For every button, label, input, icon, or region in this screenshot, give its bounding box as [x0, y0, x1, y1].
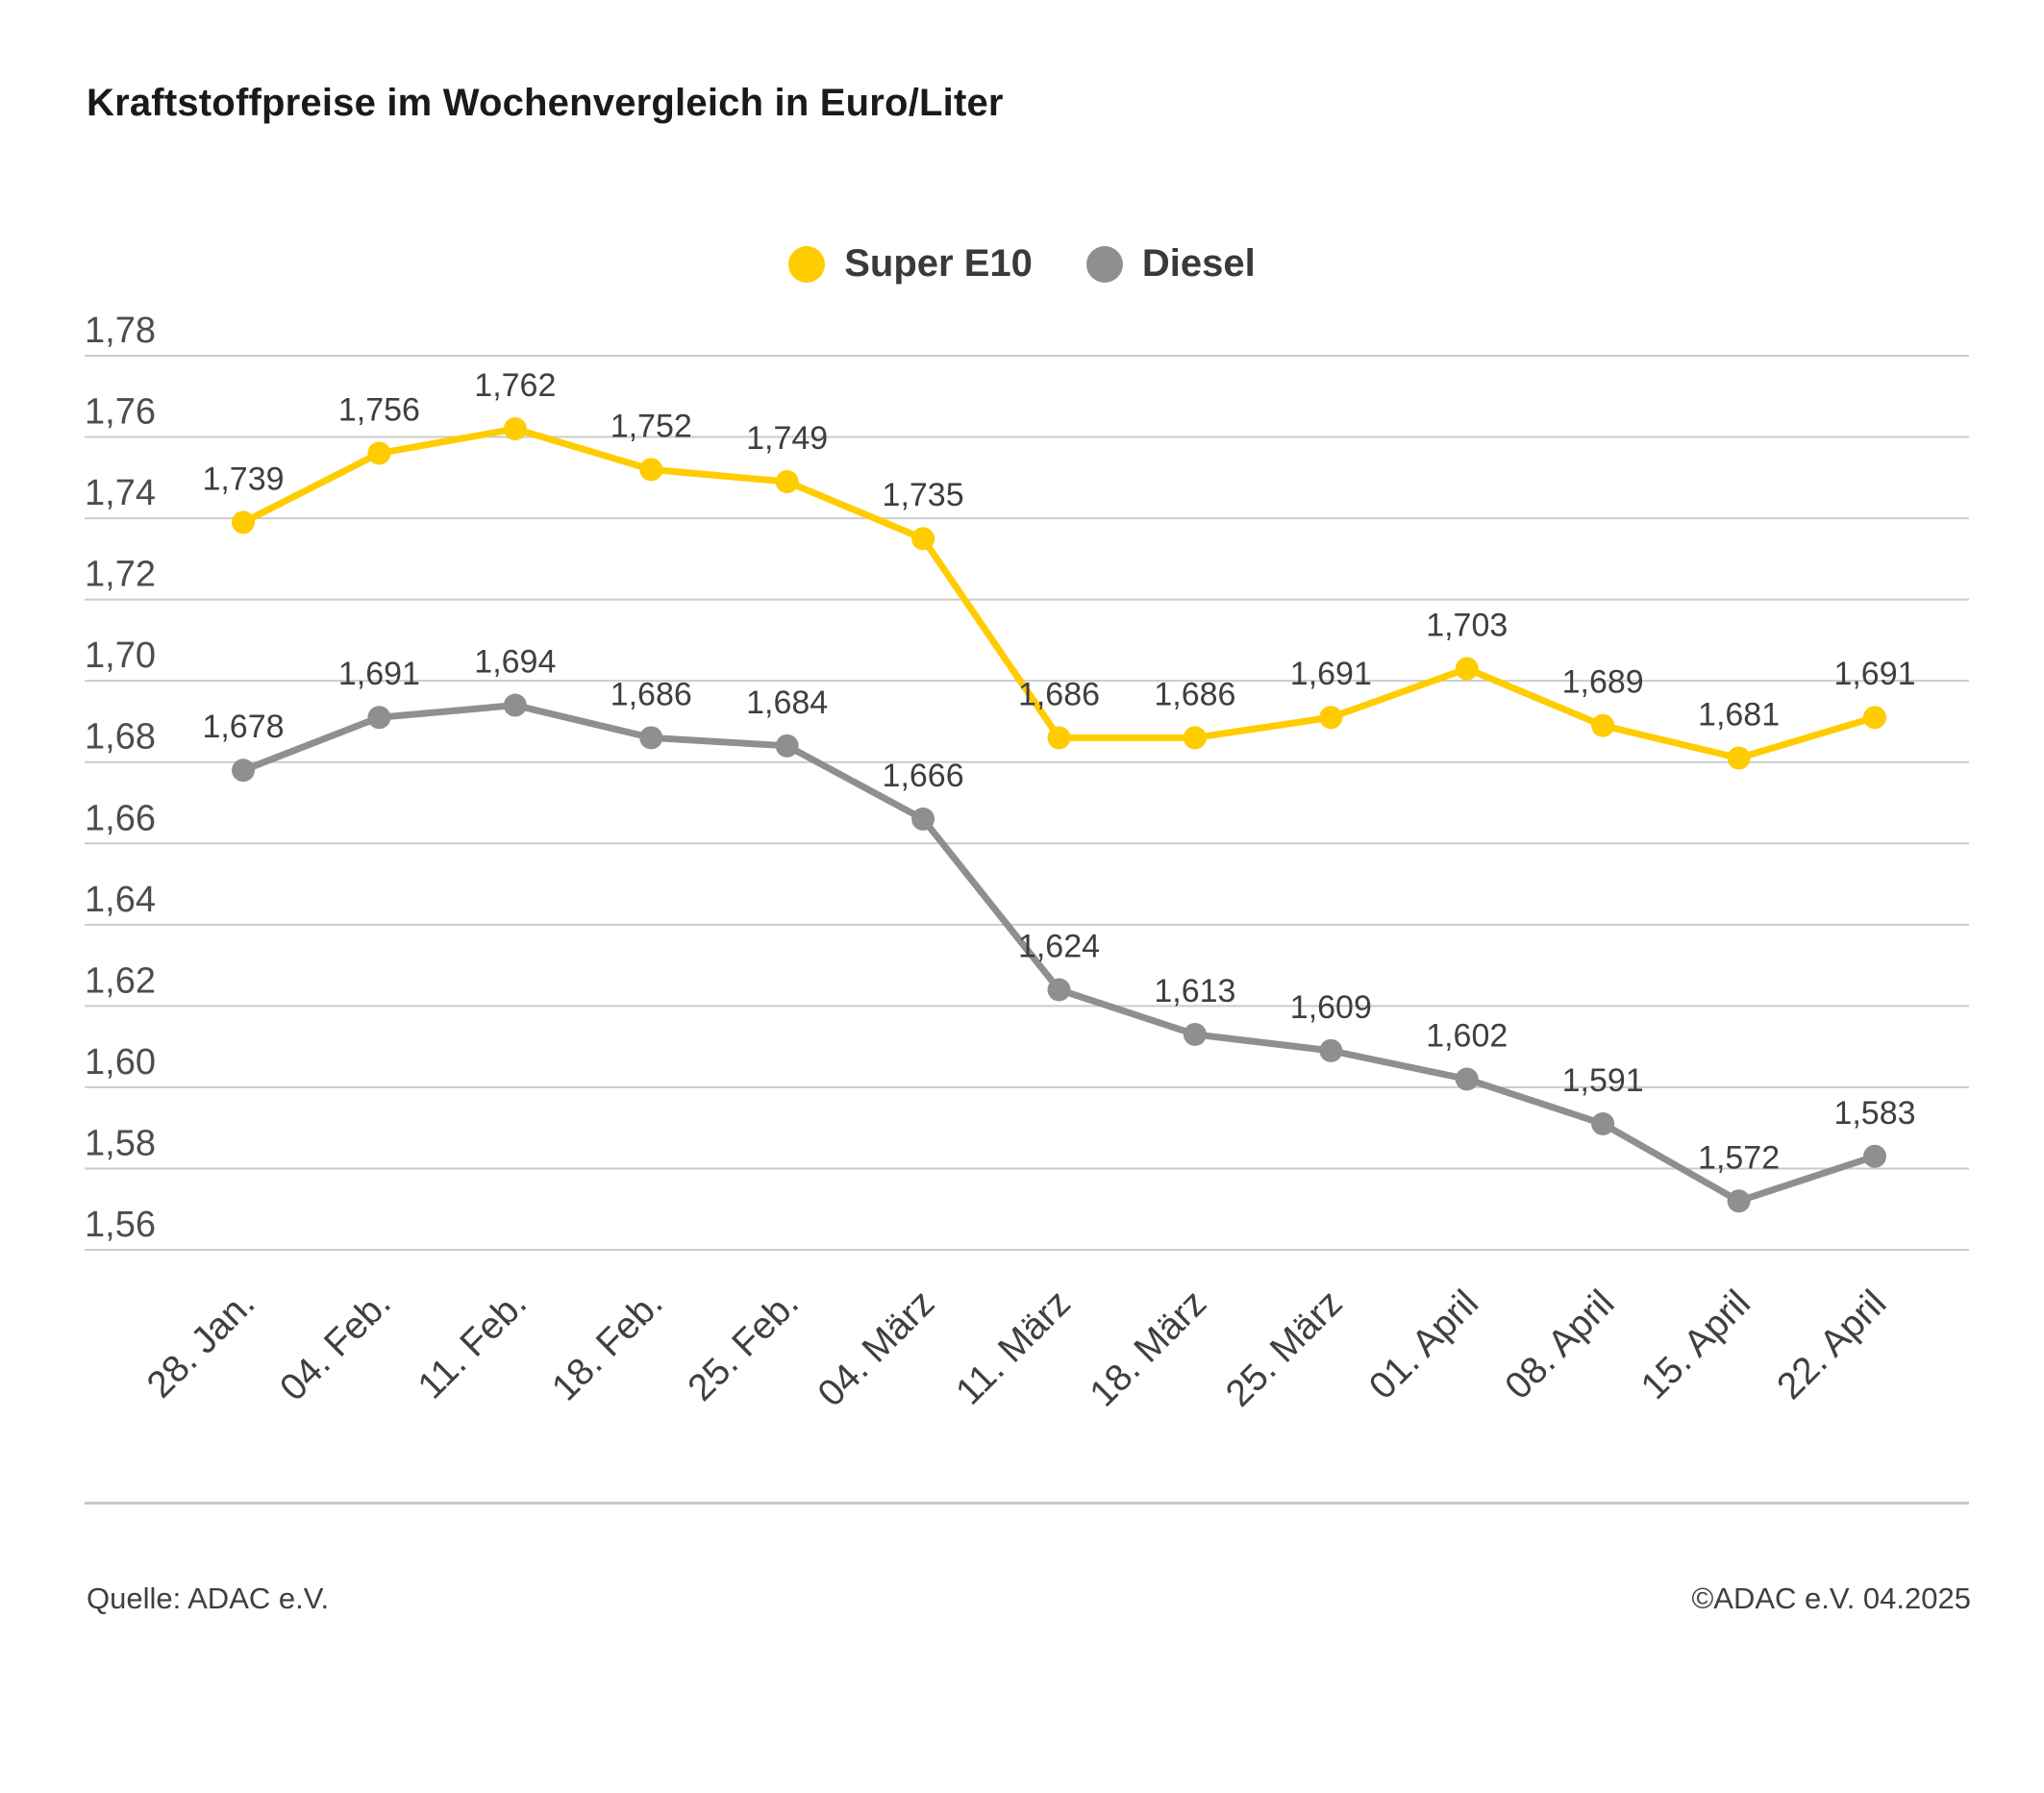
diesel-point-label: 1,666 [883, 758, 964, 794]
super-e10-point-label: 1,691 [1290, 656, 1372, 692]
diesel-point [367, 706, 391, 730]
super-e10-point [1727, 746, 1751, 770]
super-e10-point-label: 1,689 [1562, 664, 1644, 701]
diesel-point-label: 1,694 [474, 644, 556, 681]
x-axis-label: 11. März [948, 1282, 1079, 1413]
super-e10-point [911, 527, 935, 551]
super-e10-point-label: 1,703 [1426, 608, 1508, 644]
x-axis-label: 11. Feb. [411, 1282, 536, 1407]
super-e10-point-label: 1,739 [202, 461, 284, 497]
diesel-point [775, 734, 799, 758]
x-axis-label: 18. März [1083, 1282, 1215, 1415]
diesel-point-label: 1,591 [1562, 1062, 1644, 1099]
x-axis-label: 25. Feb. [680, 1282, 807, 1409]
diesel-point-label: 1,583 [1833, 1095, 1915, 1132]
diesel-point [1727, 1189, 1751, 1213]
grid-layer: 1,78 1,76 1,74 1,72 1,70 1,68 1,66 1,64 1,62 1,60… [85, 311, 1969, 1251]
super-e10-point [232, 511, 255, 535]
x-axis-label: 28. Jan. [139, 1282, 263, 1407]
super-e10-point-label: 1,756 [338, 391, 420, 428]
series-diesel: 1,678 1,691 1,694 1,686 1,684 1,666 1,624 1,613… [202, 644, 1916, 1213]
source-note: Quelle: ADAC e.V. [87, 1581, 330, 1615]
copyright-note: ©ADAC e.V. 04.2025 [1691, 1581, 1971, 1615]
legend-item-super-e10: Super E10 [788, 242, 1033, 286]
super-e10-point-label: 1,762 [474, 367, 556, 404]
footer-divider [85, 1502, 1969, 1505]
y-axis-label: 1,56 [85, 1205, 156, 1245]
y-axis-label: 1,70 [85, 635, 156, 676]
y-axis-label: 1,62 [85, 960, 156, 1001]
super-e10-point [1591, 713, 1615, 737]
diesel-point-label: 1,602 [1426, 1017, 1508, 1054]
diesel-point-label: 1,572 [1698, 1139, 1780, 1176]
super-e10-point-label: 1,686 [1018, 676, 1100, 712]
super-e10-point-label: 1,681 [1698, 697, 1780, 734]
y-axis-label: 1,58 [85, 1123, 156, 1163]
y-axis-label: 1,64 [85, 880, 156, 920]
diesel-point [1591, 1111, 1615, 1135]
diesel-point [1455, 1067, 1479, 1091]
y-axis-label: 1,68 [85, 717, 156, 758]
x-axis-label: 25. März [1218, 1282, 1351, 1415]
diesel-point-label: 1,691 [338, 656, 420, 692]
legend-label-super-e10: Super E10 [844, 242, 1033, 285]
super-e10-point-label: 1,735 [883, 477, 964, 513]
super-e10-point [639, 458, 663, 482]
y-axis-label: 1,60 [85, 1042, 156, 1083]
x-axis-layer: 28. Jan. 04. Feb. 11. Feb. 18. Feb. 25. Feb.… [139, 1282, 1895, 1415]
diesel-point [503, 693, 527, 717]
super-e10-point [775, 470, 799, 494]
x-axis-label: 22. April [1769, 1282, 1894, 1407]
super-e10-point [1047, 726, 1071, 750]
diesel-point-label: 1,686 [611, 676, 692, 712]
series-super-e10: 1,739 1,756 1,762 1,752 1,749 1,735 1,686 1,686… [202, 367, 1916, 770]
x-axis-label: 04. Feb. [272, 1282, 399, 1409]
diesel-point [1047, 978, 1071, 1002]
super-e10-point [503, 417, 527, 441]
x-axis-label: 01. April [1361, 1282, 1486, 1407]
y-axis-label: 1,72 [85, 555, 156, 595]
legend-item-diesel: Diesel [1085, 242, 1256, 286]
y-axis-label: 1,66 [85, 798, 156, 838]
diesel-point-label: 1,624 [1018, 928, 1100, 964]
diesel-point-label: 1,684 [746, 685, 828, 721]
super-e10-point [367, 441, 391, 465]
diesel-point [232, 759, 255, 783]
legend: Super E10 Diesel [0, 242, 2044, 286]
diesel-point [1183, 1022, 1207, 1046]
legend-label-diesel: Diesel [1141, 242, 1256, 285]
y-axis-label: 1,78 [85, 311, 156, 351]
y-axis-label: 1,74 [85, 473, 156, 513]
x-axis-label: 18. Feb. [544, 1282, 671, 1409]
diesel-point [639, 726, 663, 750]
super-e10-point [1863, 706, 1886, 730]
diesel-point-label: 1,678 [202, 709, 284, 745]
y-axis-label: 1,76 [85, 392, 156, 433]
x-axis-label: 08. April [1497, 1282, 1622, 1407]
super-e10-point [1183, 726, 1207, 750]
legend-dot-diesel [1085, 245, 1123, 283]
super-e10-point [1319, 706, 1343, 730]
x-axis-label: 04. März [810, 1282, 943, 1415]
super-e10-point-label: 1,691 [1833, 656, 1915, 692]
super-e10-point-label: 1,752 [611, 408, 692, 444]
legend-dot-super-e10 [788, 245, 826, 283]
diesel-point-label: 1,609 [1290, 989, 1372, 1026]
diesel-point [911, 807, 935, 831]
diesel-point [1319, 1038, 1343, 1062]
diesel-point [1863, 1144, 1886, 1168]
super-e10-point-label: 1,686 [1154, 676, 1235, 712]
super-e10-point-label: 1,749 [746, 420, 828, 457]
chart-title: Kraftstoffpreise im Wochenvergleich in E… [87, 82, 1004, 124]
super-e10-point [1455, 657, 1479, 681]
x-axis-label: 15. April [1633, 1282, 1758, 1407]
diesel-point-label: 1,613 [1154, 973, 1235, 1009]
